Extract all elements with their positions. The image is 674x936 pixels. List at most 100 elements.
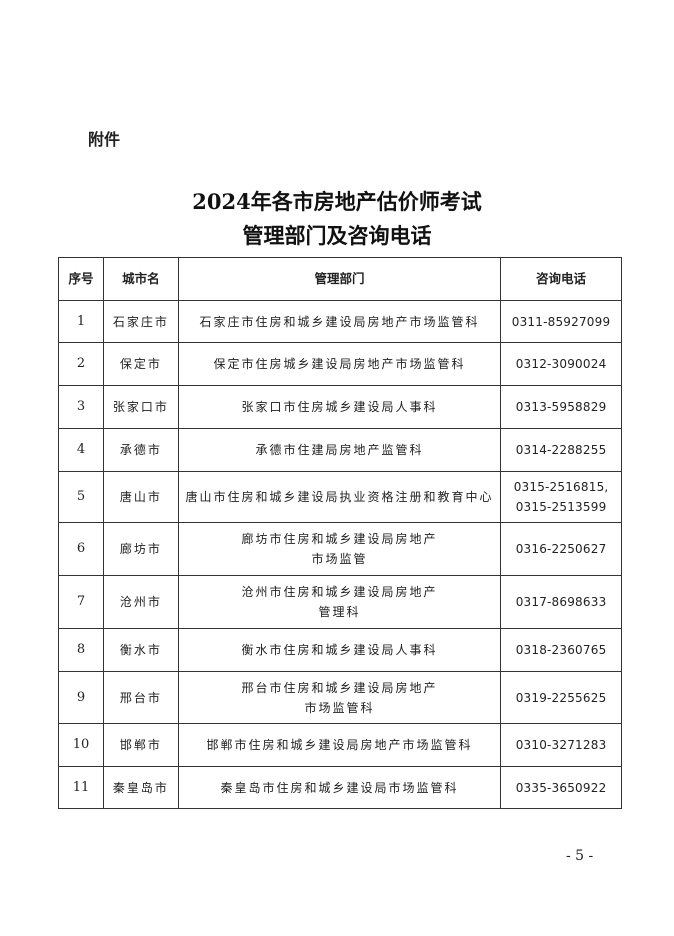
row-city: 石家庄市 (102, 300, 179, 343)
row-phone-line: 0335-3650922 (515, 780, 607, 795)
row-phone-line: 0314-2288255 (515, 443, 607, 457)
row-number-line: 8 (76, 642, 86, 657)
row-city: 保定市 (102, 342, 179, 386)
row-city: 沧州市 (102, 575, 179, 629)
row-number: 9 (58, 671, 104, 724)
row-dept-line: 承德市住建局房地产监管科 (255, 443, 424, 457)
row-phone: 0310-3271283 (500, 723, 622, 767)
row-number: 11 (58, 766, 104, 809)
row-phone: 0318-2360765 (500, 628, 622, 672)
row-phone-line: 0312-3090024 (515, 357, 607, 371)
header-dept: 管理部门 (177, 257, 502, 301)
row-phone-line: 0313-5958829 (515, 400, 607, 414)
row-dept-line: 市场监管 (311, 552, 368, 566)
row-dept: 张家口市住房城乡建设局人事科 (177, 385, 502, 429)
row-city: 衡水市 (102, 628, 179, 672)
row-phone: 0312-3090024 (500, 342, 622, 386)
table-row: 1 石家庄市 石家庄市住房和城乡建设局房地产市场监管科 0311-85927099 (58, 300, 622, 343)
row-phone: 0311-85927099 (500, 300, 622, 343)
row-phone: 0317-8698633 (500, 575, 622, 629)
row-city-line: 廊坊市 (119, 542, 162, 556)
row-phone-line: 0319-2255625 (515, 690, 607, 705)
row-dept: 唐山市住房和城乡建设局执业资格注册和教育中心 (177, 471, 502, 523)
row-number-line: 10 (72, 737, 90, 752)
row-city: 廊坊市 (102, 522, 179, 576)
row-dept-line: 邯郸市住房和城乡建设局房地产市场监管科 (206, 738, 473, 752)
table-row: 11 秦皇岛市 秦皇岛市住房和城乡建设局市场监管科 0335-3650922 (58, 766, 622, 809)
row-number-line: 5 (76, 489, 86, 504)
row-number: 10 (58, 723, 104, 767)
row-number-line: 2 (76, 356, 86, 371)
row-phone-line: 0311-85927099 (511, 314, 611, 329)
header-phone: 咨询电话 (500, 257, 622, 301)
attachment-label: 附件 (88, 130, 121, 149)
row-number-line: 6 (76, 541, 86, 556)
row-city-line: 秦皇岛市 (112, 780, 169, 795)
row-dept-line: 秦皇岛市住房和城乡建设局市场监管科 (220, 780, 459, 795)
row-city-line: 承德市 (119, 443, 162, 457)
row-city-line: 邯郸市 (119, 738, 162, 752)
row-city: 承德市 (102, 428, 179, 472)
row-city: 邯郸市 (102, 723, 179, 767)
row-number: 7 (58, 575, 104, 629)
row-city: 张家口市 (102, 385, 179, 429)
page-title-line2: 管理部门及咨询电话 (242, 223, 432, 248)
row-phone: 0315-2516815, 0315-2513599 (500, 471, 622, 523)
row-number: 1 (58, 300, 104, 343)
table-header-row: 序号 城市名 管理部门 咨询电话 (58, 257, 622, 301)
table-row: 4 承德市 承德市住建局房地产监管科 0314-2288255 (58, 428, 622, 472)
table-row: 7 沧州市 沧州市住房和城乡建设局房地产 管理科 0317-8698633 (58, 575, 622, 629)
row-phone-line: 0315-2513599 (515, 500, 607, 514)
row-phone-line: 0317-8698633 (515, 595, 607, 609)
row-phone: 0316-2250627 (500, 522, 622, 576)
row-number: 2 (58, 342, 104, 386)
row-dept-line: 廊坊市住房和城乡建设局房地产 (241, 532, 438, 546)
row-dept-line: 市场监管科 (304, 700, 375, 715)
row-city-line: 邢台市 (119, 690, 162, 705)
row-number: 8 (58, 628, 104, 672)
row-city-line: 沧州市 (119, 595, 162, 609)
row-number-line: 11 (72, 779, 90, 795)
row-dept: 衡水市住房和城乡建设局人事科 (177, 628, 502, 672)
row-dept: 保定市住房城乡建设局房地产市场监管科 (177, 342, 502, 386)
row-dept: 邯郸市住房和城乡建设局房地产市场监管科 (177, 723, 502, 767)
header-no: 序号 (58, 257, 104, 301)
table-row: 9 邢台市 邢台市住房和城乡建设局房地产 市场监管科 0319-2255625 (58, 671, 622, 724)
row-number: 5 (58, 471, 104, 523)
row-phone: 0335-3650922 (500, 766, 622, 809)
row-phone-line: 0316-2250627 (515, 542, 607, 556)
row-number-line: 1 (76, 313, 86, 329)
row-number-line: 9 (76, 689, 86, 705)
table-row: 5 唐山市 唐山市住房和城乡建设局执业资格注册和教育中心 0315-2516815, 0… (58, 471, 622, 523)
row-city: 邢台市 (102, 671, 179, 724)
row-dept: 秦皇岛市住房和城乡建设局市场监管科 (177, 766, 502, 809)
row-phone: 0313-5958829 (500, 385, 622, 429)
row-city: 秦皇岛市 (102, 766, 179, 809)
row-city-line: 石家庄市 (112, 314, 169, 329)
row-city-line: 衡水市 (119, 643, 162, 657)
row-dept: 承德市住建局房地产监管科 (177, 428, 502, 472)
page-number: - 5 - (566, 848, 594, 864)
header-city: 城市名 (102, 257, 179, 301)
row-number-line: 7 (76, 594, 86, 609)
row-dept-line: 管理科 (318, 605, 361, 619)
row-dept: 石家庄市住房和城乡建设局房地产市场监管科 (177, 300, 502, 343)
row-number: 3 (58, 385, 104, 429)
row-number-line: 3 (76, 399, 86, 414)
row-city-line: 张家口市 (112, 400, 169, 414)
row-dept-line: 唐山市住房和城乡建设局执业资格注册和教育中心 (185, 490, 494, 504)
row-city: 唐山市 (102, 471, 179, 523)
table-row: 2 保定市 保定市住房城乡建设局房地产市场监管科 0312-3090024 (58, 342, 622, 386)
row-phone: 0319-2255625 (500, 671, 622, 724)
row-dept-line: 石家庄市住房和城乡建设局房地产市场监管科 (199, 314, 480, 329)
table-row: 8 衡水市 衡水市住房和城乡建设局人事科 0318-2360765 (58, 628, 622, 672)
row-dept-line: 张家口市住房城乡建设局人事科 (241, 400, 438, 414)
row-dept: 廊坊市住房和城乡建设局房地产 市场监管 (177, 522, 502, 576)
row-dept-line: 沧州市住房和城乡建设局房地产 (241, 585, 438, 599)
row-dept: 沧州市住房和城乡建设局房地产 管理科 (177, 575, 502, 629)
row-number: 6 (58, 522, 104, 576)
row-number: 4 (58, 428, 104, 472)
page-title-line1: 2024年各市房地产估价师考试 (192, 189, 482, 214)
row-dept-line: 衡水市住房和城乡建设局人事科 (241, 643, 438, 657)
row-number-line: 4 (76, 442, 86, 457)
